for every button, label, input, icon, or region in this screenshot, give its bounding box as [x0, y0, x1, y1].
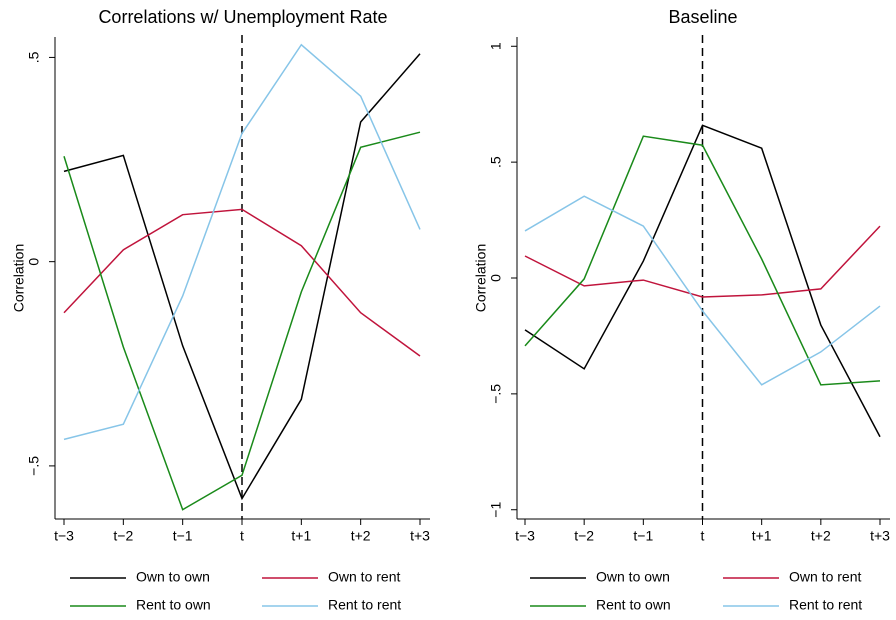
- x-tick-label: t+3: [410, 528, 430, 544]
- x-tick-label: t+2: [351, 528, 371, 544]
- x-tick-label: t: [240, 528, 244, 544]
- legend-label: Rent to rent: [789, 597, 862, 613]
- y-tick-label: .5: [488, 156, 504, 168]
- x-tick-label: t+1: [752, 528, 772, 544]
- x-tick-label: t: [701, 528, 705, 544]
- series-line: [524, 124, 881, 438]
- x-tick-label: t+1: [291, 528, 311, 544]
- series-line: [524, 195, 881, 386]
- y-tick-label: −.5: [488, 384, 504, 404]
- chart-title: Correlations w/ Unemployment Rate: [98, 7, 387, 27]
- legend-label: Own to own: [596, 569, 670, 585]
- series-line: [63, 208, 421, 357]
- x-tick-label: t−2: [574, 528, 594, 544]
- legend-label: Own to own: [136, 569, 210, 585]
- y-tick-label: −1: [488, 502, 504, 518]
- y-tick-label: −.5: [26, 456, 42, 476]
- series-line: [524, 135, 881, 386]
- x-tick-label: t+3: [870, 528, 890, 544]
- y-axis-title: Correlation: [11, 244, 27, 312]
- legend-label: Rent to rent: [328, 597, 401, 613]
- series-line: [63, 53, 421, 501]
- y-axis-title: Correlation: [473, 244, 489, 312]
- y-tick-label: 0: [488, 274, 504, 282]
- y-tick-label: 1: [488, 42, 504, 50]
- x-tick-label: t+2: [811, 528, 831, 544]
- legend-label: Own to rent: [789, 569, 861, 585]
- series-line: [63, 131, 421, 511]
- y-tick-label: .5: [26, 51, 42, 63]
- x-tick-label: t−2: [113, 528, 133, 544]
- series-line: [63, 43, 421, 441]
- x-tick-label: t−1: [633, 528, 653, 544]
- legend-label: Rent to own: [596, 597, 671, 613]
- y-tick-label: 0: [26, 258, 42, 266]
- series-line: [524, 225, 881, 298]
- chart-title: Baseline: [668, 7, 737, 27]
- legend-label: Rent to own: [136, 597, 211, 613]
- x-tick-label: t−3: [515, 528, 535, 544]
- x-tick-label: t−3: [54, 528, 74, 544]
- legend-label: Own to rent: [328, 569, 400, 585]
- x-tick-label: t−1: [173, 528, 193, 544]
